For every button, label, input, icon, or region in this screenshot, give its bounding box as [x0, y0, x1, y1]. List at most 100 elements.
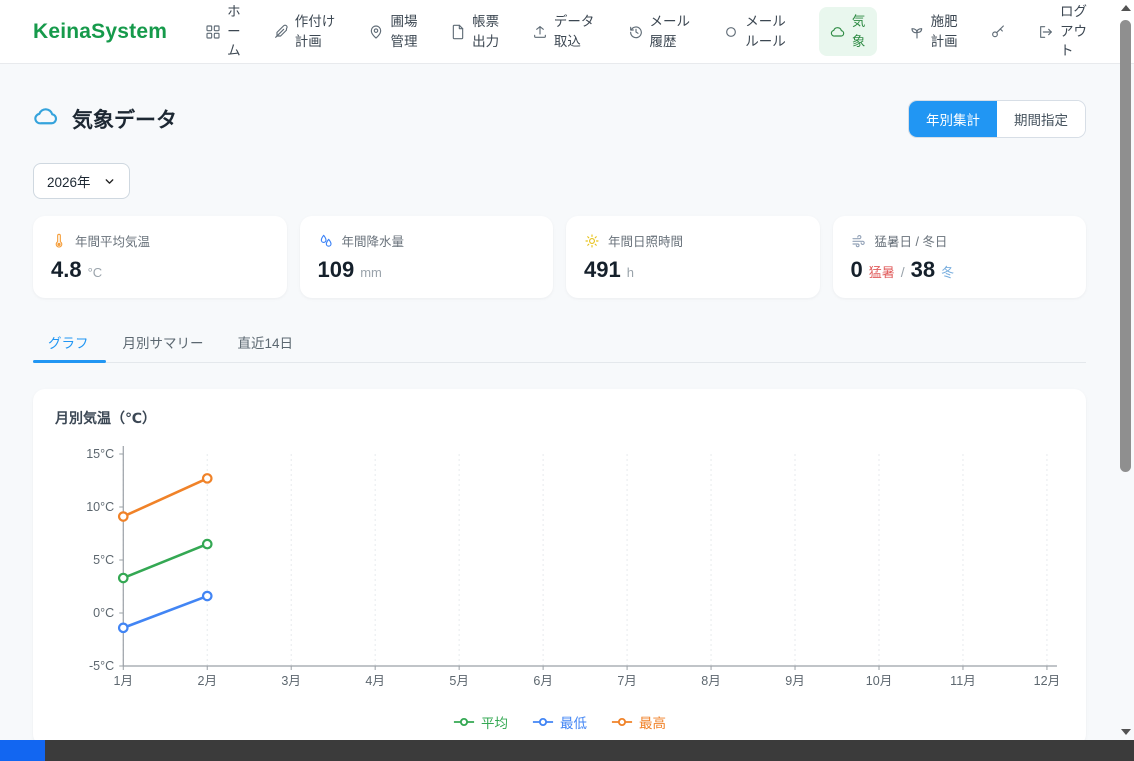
mode-toggle: 年別集計 期間指定: [908, 100, 1086, 138]
mode-period-select[interactable]: 期間指定: [997, 101, 1085, 137]
svg-text:4月: 4月: [365, 674, 385, 688]
stat-card-annual-sunshine-hours: 年間日照時間 491 h: [566, 216, 820, 298]
stat-card-label: 年間降水量: [341, 235, 405, 249]
series-line-max: [121, 477, 209, 518]
svg-text:7月: 7月: [617, 674, 637, 688]
legend-label: 最低: [560, 716, 587, 731]
nav-item-mail-rules[interactable]: メールルール: [723, 12, 787, 51]
scrollbar-thumb[interactable]: [1120, 20, 1131, 472]
sprout-icon: [911, 27, 922, 39]
chevron-down-icon: [105, 178, 113, 184]
nav-item-label: ログアウト: [1059, 4, 1087, 59]
page-title: 気象データ: [72, 109, 177, 132]
legend-label: 平均: [481, 716, 508, 731]
circle-icon: [726, 26, 737, 37]
nav-item-report-output[interactable]: 帳票出力: [450, 12, 500, 51]
year-select-value: 2026年: [47, 175, 91, 190]
nav-item-label: 帳票出力: [472, 13, 500, 49]
svg-text:9月: 9月: [785, 674, 805, 688]
feather-icon: [274, 24, 288, 38]
nav-item-data-import[interactable]: データ取込: [532, 12, 596, 51]
scrollbar[interactable]: [1117, 0, 1134, 740]
nav-item-label: メールルール: [745, 13, 786, 49]
sun-icon: [585, 233, 599, 248]
legend-avg[interactable]: 平均: [453, 712, 508, 732]
stat-card-value: 491 h: [584, 257, 802, 283]
upload-icon: [533, 25, 546, 38]
wind-icon: [851, 234, 865, 247]
nav-item-label: 作付け計画: [294, 13, 336, 49]
value-segment-cold: 冬: [941, 265, 955, 280]
svg-text:8月: 8月: [701, 674, 721, 688]
thermometer-icon: [55, 233, 63, 248]
taskbar-accent: [0, 740, 45, 761]
droplets-icon: [320, 234, 332, 247]
legend-label: 最高: [639, 716, 666, 731]
taskbar-strip: [0, 740, 1134, 761]
svg-text:2月: 2月: [197, 674, 217, 688]
svg-text:0°C: 0°C: [93, 606, 114, 620]
value-segment-unit: °C: [87, 265, 103, 280]
stat-card-extreme-days: 猛暑日 / 冬日 0 猛暑 / 38 冬: [832, 216, 1086, 298]
nav-item-mail-history[interactable]: メール履歴: [628, 12, 692, 51]
stat-card-header: 年間日照時間: [584, 231, 802, 250]
svg-text:1月: 1月: [114, 674, 134, 688]
value-segment-sep: /: [900, 264, 905, 280]
data-point-avg: [201, 538, 213, 550]
data-point-min: [201, 590, 213, 602]
nav-item-weather[interactable]: 気象: [818, 6, 877, 57]
scroll-down-arrow[interactable]: [1120, 729, 1131, 735]
stat-card-label: 年間平均気温: [75, 235, 151, 249]
stat-card-header: 年間降水量: [318, 231, 536, 250]
stat-card-value: 109 mm: [318, 257, 536, 283]
series-line-avg: [121, 542, 209, 580]
nav-item-label: データ取込: [553, 13, 595, 49]
stat-card-header: 猛暑日 / 冬日: [851, 231, 1069, 250]
nav-item-label: ホーム: [227, 4, 241, 59]
stat-card-header: 年間平均気温: [51, 231, 269, 250]
value-segment-big: 0: [850, 257, 863, 282]
tab-bar: グラフ 月別サマリー 直近14日: [33, 322, 1086, 363]
top-nav: KeinaSystem ホーム 作付け計画 圃場管理 帳票出力 データ取込 メール履歴 メー…: [0, 0, 1134, 64]
legend-marker-max: [611, 717, 633, 727]
value-segment-unit: h: [626, 265, 634, 280]
value-segment-hot: 猛暑: [868, 265, 895, 280]
main-content: 気象データ 年別集計 期間指定 2026年 年間平均気温 4.8 °C 年間降水量 109…: [0, 100, 1134, 746]
nav-item-home[interactable]: ホーム: [205, 2, 241, 61]
stat-card-label: 年間日照時間: [608, 235, 684, 249]
weather-cloud-icon: [33, 103, 60, 135]
nav-item-field-management[interactable]: 圃場管理: [368, 12, 418, 51]
map-pin-icon: [371, 25, 382, 39]
page-header: 気象データ 年別集計 期間指定: [33, 100, 1086, 138]
nav-item-label: メール履歴: [649, 13, 691, 49]
nav-item-password-key[interactable]: [990, 24, 1006, 40]
data-point-max: [201, 473, 213, 484]
cloud-icon: [34, 108, 58, 125]
stat-card-value: 4.8 °C: [51, 257, 269, 283]
legend-max[interactable]: 最高: [611, 712, 666, 732]
legend-min[interactable]: 最低: [532, 712, 587, 732]
svg-text:-5°C: -5°C: [89, 659, 114, 673]
tab-monthly-summary[interactable]: 月別サマリー: [122, 336, 204, 351]
chart-title: 月別気温（℃）: [55, 410, 156, 426]
tab-graph[interactable]: グラフ: [33, 322, 106, 363]
stat-card-annual-avg-temp: 年間平均気温 4.8 °C: [33, 216, 287, 298]
nav-item-logout[interactable]: ログアウト: [1038, 2, 1088, 61]
brand-logo: KeinaSystem: [33, 19, 168, 43]
nav-item-planting-plan[interactable]: 作付け計画: [273, 12, 337, 51]
key-icon: [992, 24, 1005, 37]
nav-item-fertilization-plan[interactable]: 施肥計画: [909, 12, 959, 51]
svg-text:5°C: 5°C: [93, 553, 114, 567]
year-select[interactable]: 2026年: [33, 163, 130, 199]
value-segment-big: 109: [317, 257, 355, 282]
svg-text:15°C: 15°C: [86, 447, 114, 461]
tab-recent-14days[interactable]: 直近14日: [237, 336, 294, 351]
nav-item-label: 気象: [851, 13, 866, 49]
data-point-max: [117, 511, 129, 522]
value-segment-big: 4.8: [51, 257, 82, 282]
scroll-up-arrow[interactable]: [1120, 5, 1131, 11]
value-segment-unit: mm: [360, 265, 382, 280]
mode-yearly-summary[interactable]: 年別集計: [909, 101, 997, 137]
nav-item-label: 圃場管理: [390, 13, 418, 49]
grid-icon: [206, 24, 220, 39]
